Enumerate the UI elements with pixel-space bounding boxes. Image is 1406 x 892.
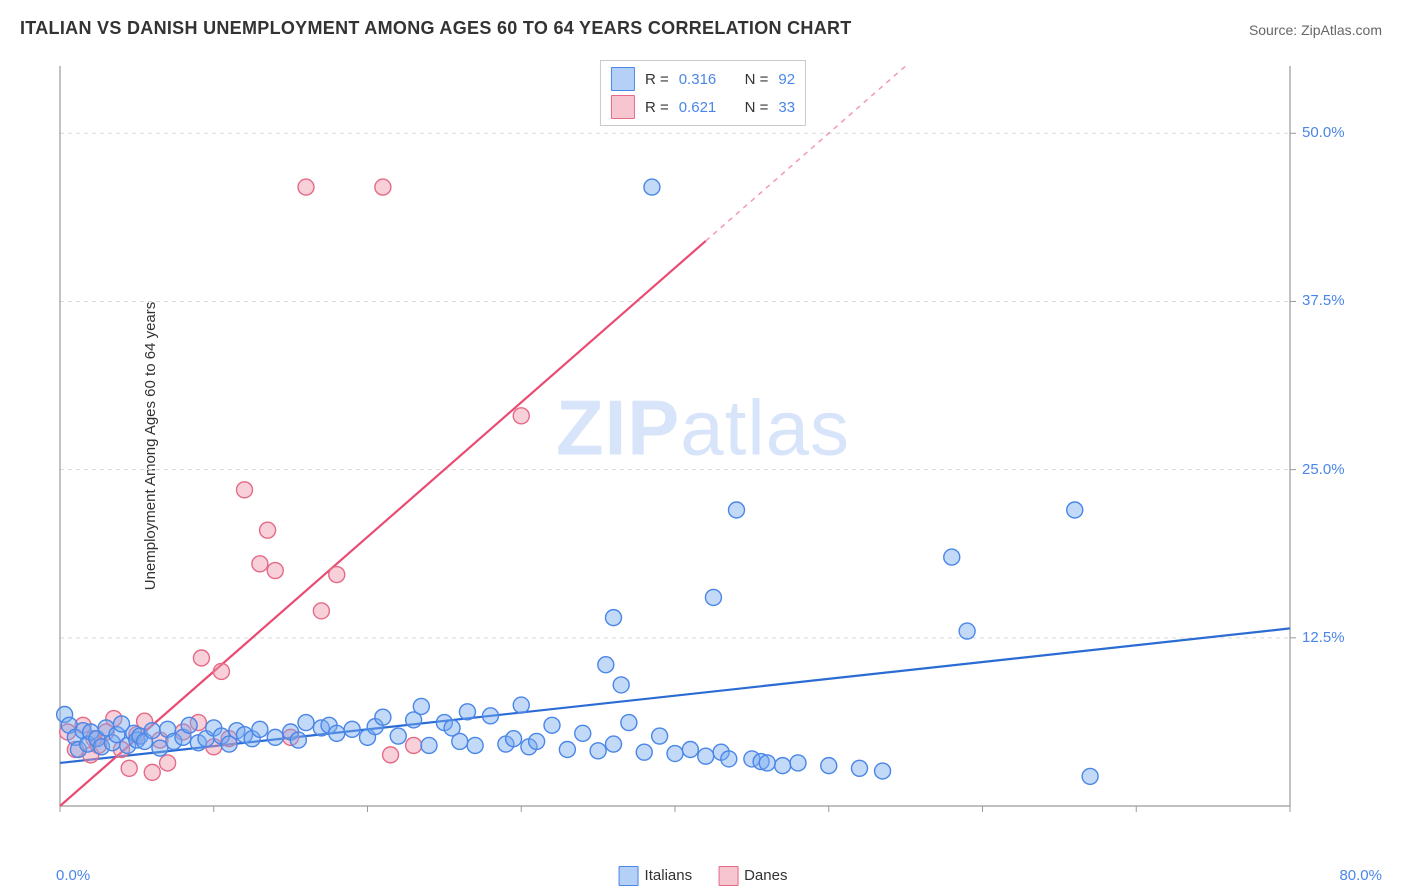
y-tick-label: 50.0% — [1302, 124, 1345, 141]
legend-swatch — [718, 866, 738, 886]
legend-stats-row-italians: R = 0.316 N = 92 — [611, 65, 795, 93]
n-label: N = — [745, 99, 769, 116]
y-tick-label: 37.5% — [1302, 292, 1345, 309]
n-value-italians: 92 — [778, 71, 795, 88]
legend-label: Italians — [645, 867, 693, 884]
source-attribution: Source: ZipAtlas.com — [1249, 22, 1382, 38]
legend-item: Danes — [718, 866, 787, 886]
swatch-italians — [611, 67, 635, 91]
y-tick-label: 12.5% — [1302, 629, 1345, 646]
legend-series: Italians Danes — [619, 866, 788, 886]
legend-swatch — [619, 866, 639, 886]
legend-item: Italians — [619, 866, 693, 886]
chart-title: ITALIAN VS DANISH UNEMPLOYMENT AMONG AGE… — [20, 18, 852, 39]
r-label: R = — [645, 71, 669, 88]
scatter-plot — [50, 56, 1350, 836]
x-axis-max-label: 80.0% — [1339, 867, 1382, 884]
n-value-danes: 33 — [778, 99, 795, 116]
swatch-danes — [611, 95, 635, 119]
legend-stats-row-danes: R = 0.621 N = 33 — [611, 93, 795, 121]
r-label: R = — [645, 99, 669, 116]
x-axis-min-label: 0.0% — [56, 867, 90, 884]
legend-label: Danes — [744, 867, 787, 884]
r-value-italians: 0.316 — [679, 71, 717, 88]
n-label: N = — [745, 71, 769, 88]
legend-stats-box: R = 0.316 N = 92 R = 0.621 N = 33 — [600, 60, 806, 126]
y-tick-label: 25.0% — [1302, 461, 1345, 478]
r-value-danes: 0.621 — [679, 99, 717, 116]
